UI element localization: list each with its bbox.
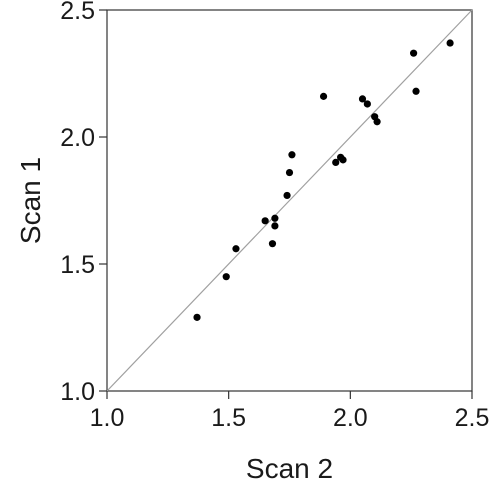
x-tick-label: 1.5 xyxy=(211,404,246,432)
y-axis-title: Scan 1 xyxy=(15,157,46,244)
y-tick-label: 2.5 xyxy=(60,0,95,25)
data-point xyxy=(373,118,381,126)
data-point xyxy=(193,313,201,321)
x-tick-label: 2.0 xyxy=(333,404,368,432)
data-point xyxy=(358,95,367,103)
data-point xyxy=(283,191,291,200)
y-tick-label: 1.0 xyxy=(60,378,95,406)
data-point xyxy=(222,273,230,281)
plot-frame xyxy=(106,9,473,392)
data-point xyxy=(271,214,279,222)
data-point xyxy=(363,100,371,108)
plot-area xyxy=(106,9,473,392)
data-point xyxy=(232,245,240,253)
data-point xyxy=(271,222,279,230)
x-axis-title: Scan 2 xyxy=(246,453,333,484)
data-point xyxy=(446,39,454,47)
data-point xyxy=(319,92,328,100)
data-point xyxy=(285,168,294,177)
data-point xyxy=(288,151,296,159)
x-tick-label: 1.0 xyxy=(90,404,125,432)
data-point xyxy=(410,49,418,57)
data-point xyxy=(332,158,340,166)
data-point xyxy=(268,240,277,248)
axis-ticks: 1.0 1.5 2.0 2.5 1.0 1.5 2.0 2.5 xyxy=(60,0,489,432)
x-tick-label: 2.5 xyxy=(455,404,490,432)
data-points xyxy=(193,39,454,321)
y-tick-label: 2.0 xyxy=(60,124,95,152)
data-point xyxy=(412,87,420,95)
identity-line xyxy=(106,9,473,392)
y-tick-label: 1.5 xyxy=(60,251,95,279)
data-point xyxy=(339,156,347,164)
data-point xyxy=(261,217,269,225)
